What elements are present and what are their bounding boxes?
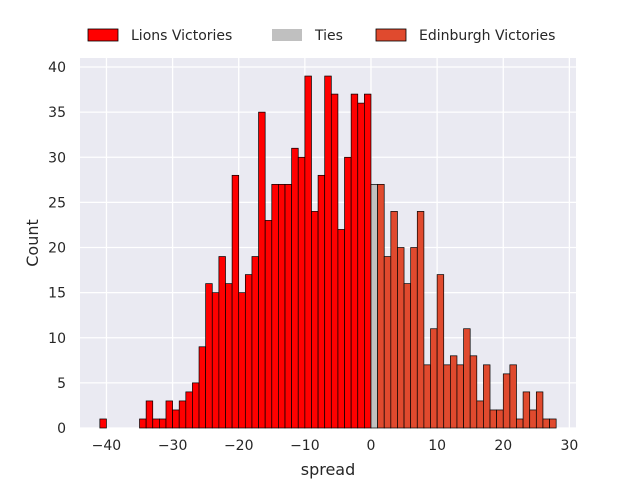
bar bbox=[410, 247, 418, 429]
bar bbox=[205, 283, 213, 429]
y-tick-label: 25 bbox=[48, 195, 66, 211]
y-tick-label: 0 bbox=[57, 421, 66, 437]
bar bbox=[370, 183, 378, 429]
bar bbox=[397, 247, 405, 429]
legend-label: Ties bbox=[314, 28, 343, 44]
bar bbox=[172, 409, 180, 429]
legend-item: Edinburgh Victories bbox=[375, 28, 555, 44]
legend-item: Ties bbox=[272, 28, 343, 44]
legend-swatch bbox=[375, 28, 407, 42]
bar bbox=[304, 75, 312, 429]
x-tick-label: −30 bbox=[158, 438, 188, 454]
bar bbox=[509, 364, 517, 429]
bar bbox=[185, 391, 193, 429]
bar bbox=[469, 355, 478, 429]
bar bbox=[542, 418, 550, 429]
legend-label: Lions Victories bbox=[131, 28, 232, 44]
legend-swatch bbox=[87, 28, 119, 42]
bar bbox=[502, 373, 511, 429]
bar bbox=[231, 174, 240, 429]
legend: Lions Victories Ties Edinburgh Victories bbox=[87, 28, 555, 44]
bar bbox=[244, 274, 253, 429]
y-tick-label: 30 bbox=[48, 150, 66, 166]
bar bbox=[291, 147, 299, 429]
bar bbox=[350, 93, 359, 429]
bar bbox=[317, 174, 326, 429]
bar bbox=[377, 183, 385, 429]
x-tick-label: 10 bbox=[428, 438, 446, 454]
bar bbox=[357, 102, 365, 429]
bar bbox=[516, 418, 524, 429]
y-tick-label: 15 bbox=[48, 286, 66, 302]
x-axis: −40 −30 −20 −10 0 10 20 30 bbox=[92, 438, 579, 454]
bar bbox=[449, 355, 458, 429]
bar bbox=[436, 274, 445, 429]
bar bbox=[483, 364, 491, 429]
bar bbox=[165, 400, 173, 429]
bar bbox=[337, 229, 345, 429]
bar bbox=[489, 409, 497, 429]
bar bbox=[463, 328, 471, 429]
bar bbox=[218, 256, 226, 429]
bar bbox=[178, 400, 187, 429]
bar bbox=[522, 391, 531, 429]
bar bbox=[139, 418, 147, 429]
bar bbox=[278, 183, 286, 429]
bar bbox=[430, 328, 438, 429]
bar bbox=[211, 292, 220, 429]
x-tick-label: 20 bbox=[494, 438, 512, 454]
bar bbox=[383, 256, 392, 429]
bar bbox=[529, 409, 537, 429]
y-axis-title: Count bbox=[23, 219, 42, 267]
bar bbox=[311, 211, 319, 429]
y-axis: 0 5 10 15 20 25 30 35 40 bbox=[48, 60, 66, 437]
x-tick-label: −20 bbox=[224, 438, 254, 454]
bar bbox=[364, 93, 372, 429]
bar bbox=[549, 418, 557, 429]
bar bbox=[496, 409, 504, 429]
bar bbox=[344, 156, 352, 429]
bar bbox=[330, 93, 339, 429]
bar bbox=[390, 211, 398, 429]
bar bbox=[324, 75, 332, 429]
bar bbox=[238, 292, 246, 429]
x-tick-label: −10 bbox=[290, 438, 320, 454]
bar bbox=[198, 346, 207, 429]
bar bbox=[258, 111, 266, 429]
y-tick-label: 35 bbox=[48, 105, 66, 121]
bar bbox=[284, 183, 292, 429]
bar bbox=[192, 382, 200, 429]
y-tick-label: 20 bbox=[48, 241, 66, 257]
bar bbox=[423, 364, 431, 429]
y-tick-label: 40 bbox=[48, 60, 66, 76]
legend-swatch bbox=[272, 29, 302, 41]
x-tick-label: −40 bbox=[92, 438, 122, 454]
bar bbox=[456, 364, 464, 429]
x-tick-label: 0 bbox=[367, 438, 376, 454]
bar bbox=[271, 183, 279, 429]
bar bbox=[476, 400, 484, 429]
x-tick-label: 30 bbox=[560, 438, 578, 454]
legend-item: Lions Victories bbox=[87, 28, 232, 44]
bar bbox=[225, 283, 233, 429]
bar bbox=[251, 256, 259, 429]
y-tick-label: 10 bbox=[48, 331, 66, 347]
legend-label: Edinburgh Victories bbox=[419, 28, 555, 44]
bar bbox=[159, 418, 167, 429]
bar bbox=[403, 283, 412, 429]
bar bbox=[297, 156, 306, 429]
y-tick-label: 5 bbox=[57, 376, 66, 392]
bar bbox=[145, 400, 154, 429]
bar bbox=[535, 391, 544, 429]
bar bbox=[152, 418, 160, 429]
bar bbox=[416, 211, 425, 429]
bar bbox=[264, 220, 273, 429]
bars bbox=[99, 75, 557, 429]
bar bbox=[443, 364, 451, 429]
bar bbox=[99, 418, 107, 429]
x-axis-title: spread bbox=[301, 460, 356, 479]
